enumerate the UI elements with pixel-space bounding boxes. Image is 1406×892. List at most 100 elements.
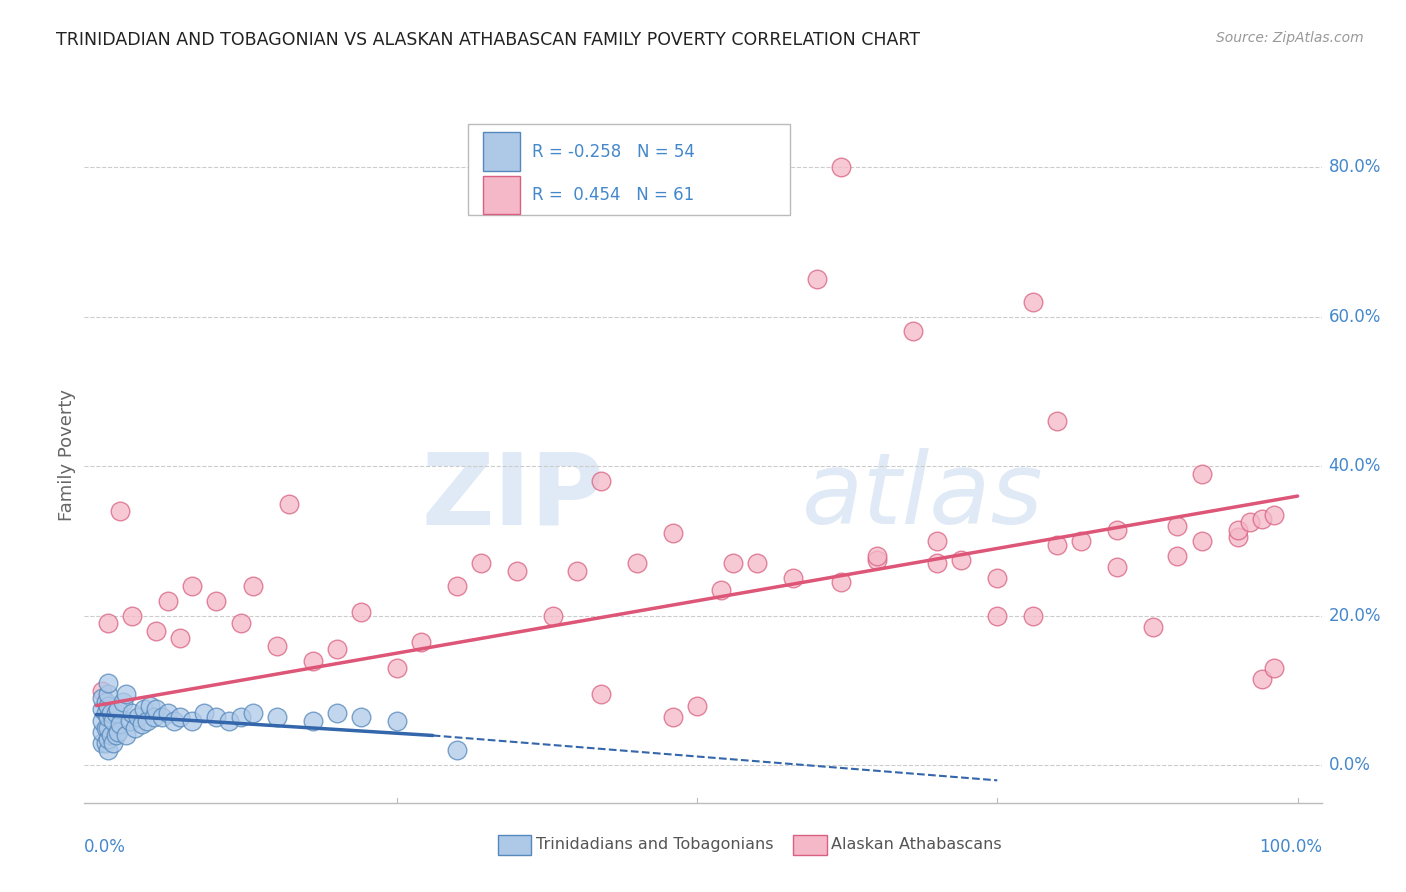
Point [1046,414,1069,428]
Point [115,687,138,701]
Point [565,564,588,578]
Point [301,654,323,668]
Point [686,698,709,713]
Point [97,732,120,747]
Point [94,721,117,735]
Point [121,608,143,623]
Point [131,717,153,731]
Text: R =  0.454   N = 61: R = 0.454 N = 61 [533,186,695,204]
Point [589,474,612,488]
Point [710,582,733,597]
Point [470,557,492,571]
Text: Trinidadians and Tobagonians: Trinidadians and Tobagonians [536,838,773,852]
Point [1107,560,1129,574]
Point [266,710,288,724]
Point [541,608,564,623]
Point [103,714,125,728]
Point [94,695,117,709]
Point [134,702,156,716]
Point [866,549,889,563]
Bar [482,132,520,170]
Point [97,710,120,724]
Point [127,710,149,724]
Point [830,575,852,590]
Text: Alaskan Athabascans: Alaskan Athabascans [831,838,1001,852]
Point [1226,530,1249,544]
Point [927,533,949,548]
Point [229,710,252,724]
Point [409,635,432,649]
Point [124,721,146,735]
Point [506,564,529,578]
Point [350,605,373,619]
Point [104,706,127,720]
Point [986,608,1008,623]
Point [903,325,925,339]
Point [163,714,186,728]
Point [135,714,157,728]
Point [91,702,114,716]
Point [1166,519,1188,533]
Point [927,557,949,571]
Point [1022,608,1045,623]
Point [1070,533,1092,548]
Point [1191,533,1213,548]
Point [350,710,373,724]
Point [100,706,122,720]
Text: 60.0%: 60.0% [1329,308,1381,326]
Point [218,714,240,728]
Point [110,504,132,518]
Point [866,552,889,566]
Point [111,695,134,709]
Point [115,729,138,743]
Point [277,497,299,511]
Point [782,571,804,585]
Point [143,710,166,724]
Point [1107,523,1129,537]
Text: 20.0%: 20.0% [1329,607,1381,624]
Point [110,717,132,731]
Point [806,272,828,286]
Point [97,698,120,713]
Point [1239,515,1261,529]
Point [145,624,167,638]
Text: 40.0%: 40.0% [1329,457,1381,475]
Point [152,710,174,724]
Point [97,687,120,701]
Point [181,714,204,728]
Point [446,579,468,593]
Point [91,736,114,750]
Point [169,631,191,645]
Text: TRINIDADIAN AND TOBAGONIAN VS ALASKAN ATHABASCAN FAMILY POVERTY CORRELATION CHAR: TRINIDADIAN AND TOBAGONIAN VS ALASKAN AT… [56,31,921,49]
Point [91,724,114,739]
Point [139,698,162,713]
Point [1250,673,1272,687]
Point [205,594,228,608]
Point [169,710,191,724]
Point [181,579,204,593]
Point [986,571,1008,585]
Point [662,526,685,541]
Point [100,729,122,743]
Text: atlas: atlas [801,448,1043,545]
Point [301,714,323,728]
Point [1142,620,1164,634]
Point [157,594,180,608]
Point [97,616,120,631]
Point [91,683,114,698]
Point [446,743,468,757]
Point [1046,538,1069,552]
Point [157,706,180,720]
Text: ZIP: ZIP [422,448,605,545]
Point [662,710,685,724]
Point [193,706,215,720]
Point [94,706,117,720]
Point [97,676,120,690]
Point [1226,523,1249,537]
Point [91,714,114,728]
Point [1166,549,1188,563]
Point [121,706,143,720]
Point [589,687,612,701]
Bar [482,176,520,214]
Text: R = -0.258   N = 54: R = -0.258 N = 54 [533,143,695,161]
